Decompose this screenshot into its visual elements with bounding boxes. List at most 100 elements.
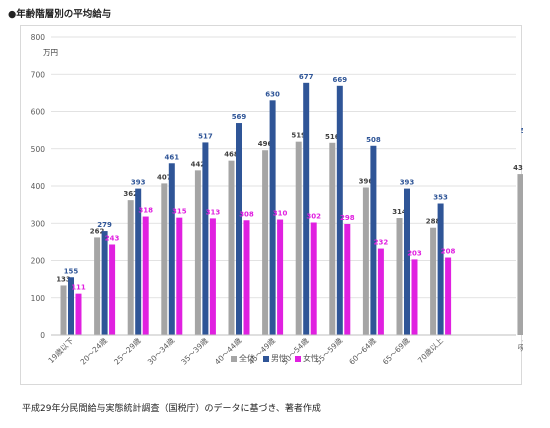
data-label-2-7: 302	[306, 213, 321, 221]
bar-1-5	[236, 123, 242, 335]
data-label-1-12: 532	[521, 127, 523, 135]
data-label-2-10: 203	[407, 249, 422, 257]
bar-0-11	[430, 227, 437, 335]
bar-1-0	[68, 277, 74, 335]
bar-0-2	[127, 200, 134, 335]
data-label-2-11: 208	[441, 248, 456, 256]
data-label-0-8: 516	[325, 133, 340, 141]
bar-1-8	[336, 85, 343, 335]
bar-1-2	[135, 188, 142, 335]
legend-swatch	[295, 355, 301, 362]
y-tick-label: 600	[31, 108, 46, 117]
bar-0-1	[94, 237, 101, 335]
bar-0-6	[262, 150, 269, 335]
data-label-1-11: 353	[433, 194, 448, 202]
page-title: ●年齢階層別の平均給与	[8, 9, 112, 20]
legend-label: 男性	[271, 354, 287, 363]
bar-1-11	[437, 203, 444, 335]
bar-2-3	[176, 217, 183, 335]
data-label-0-6: 496	[258, 140, 273, 148]
legend-item: 男性	[263, 353, 287, 364]
y-unit-label: 万円	[43, 48, 58, 57]
data-label-0-1: 262	[90, 227, 105, 235]
legend-item: 女性	[295, 353, 319, 364]
bar-chart: 0 100 200 300 400 500 600 700 800 万円 133 262 362 407 4…	[31, 33, 523, 367]
y-tick-label: 200	[31, 257, 46, 266]
bar-1-1	[101, 231, 108, 335]
bar-2-7	[310, 222, 317, 335]
bar-0-10	[396, 218, 403, 335]
data-label-0-11: 288	[426, 218, 441, 226]
data-label-0-5: 468	[224, 151, 239, 159]
bar-2-11	[445, 257, 452, 335]
data-label-1-10: 393	[400, 179, 415, 187]
data-label-2-0: 111	[71, 284, 86, 292]
data-label-1-2: 393	[131, 179, 146, 187]
data-label-1-4: 517	[198, 132, 213, 140]
y-tick-label: 0	[40, 331, 45, 340]
data-label-0-9: 396	[359, 177, 374, 185]
y-tick-label: 700	[31, 70, 46, 79]
bar-1-6	[269, 100, 276, 335]
y-tick-label: 800	[31, 33, 46, 42]
data-label-0-7: 519	[291, 132, 306, 140]
bar-2-8	[344, 223, 351, 335]
data-label-0-0: 133	[56, 275, 71, 283]
data-label-2-4: 313	[206, 208, 221, 216]
source-note: 平成29年分民間給与実態統計調査（国税庁）のデータに基づき、著者作成	[22, 404, 321, 414]
legend-item: 全体	[231, 353, 255, 364]
bar-0-3	[161, 183, 168, 335]
bar-2-1	[109, 244, 116, 335]
chart-frame: 0 100 200 300 400 500 600 700 800 万円 133 262 362 407 4…	[20, 25, 523, 385]
bar-0-0	[60, 285, 67, 335]
data-label-0-2: 362	[123, 190, 138, 198]
bar-2-9	[377, 248, 384, 335]
bar-1-9	[370, 145, 377, 335]
bar-2-0	[75, 293, 82, 335]
y-tick-label: 100	[31, 294, 46, 303]
data-label-1-1: 279	[97, 221, 112, 229]
legend-swatch	[263, 355, 269, 362]
data-label-0-4: 442	[191, 160, 206, 168]
bar-2-5	[243, 220, 250, 335]
legend-swatch	[231, 355, 237, 362]
data-label-0-3: 407	[157, 173, 172, 181]
bar-0-7	[295, 141, 302, 335]
data-label-2-5: 308	[239, 210, 254, 218]
y-tick-label: 400	[31, 182, 46, 191]
data-label-1-8: 669	[332, 76, 347, 84]
data-label-1-0: 155	[64, 267, 79, 275]
data-label-1-6: 630	[265, 90, 280, 98]
data-label-2-2: 318	[138, 207, 153, 215]
data-label-1-3: 461	[164, 153, 179, 161]
bar-2-2	[142, 216, 149, 335]
bar-1-10	[404, 188, 410, 335]
y-tick-label: 300	[31, 219, 46, 228]
bar-1-3	[168, 163, 175, 335]
data-label-2-1: 243	[105, 234, 120, 242]
legend-label: 全体	[239, 354, 255, 363]
bar-2-4	[209, 218, 216, 335]
data-label-1-7: 677	[299, 73, 314, 81]
bar-2-6	[277, 219, 284, 335]
x-tick-label: 全体	[515, 335, 523, 353]
data-label-0-10: 314	[392, 208, 407, 216]
bar-0-4	[194, 170, 201, 335]
bar-1-7	[303, 82, 310, 335]
legend-label: 女性	[303, 354, 319, 363]
data-label-2-9: 232	[374, 239, 389, 247]
y-tick-label: 500	[31, 145, 46, 154]
bar-0-5	[228, 160, 235, 335]
legend: 全体 男性 女性	[0, 353, 550, 364]
data-label-2-3: 315	[172, 208, 187, 216]
data-label-2-8: 298	[340, 214, 355, 222]
data-label-1-9: 508	[366, 136, 381, 144]
data-label-0-12: 432	[513, 164, 523, 172]
bar-2-10	[411, 259, 418, 335]
bar-0-8	[329, 142, 336, 335]
data-label-1-5: 569	[232, 113, 247, 121]
bar-1-4	[202, 142, 209, 335]
bar-0-9	[362, 187, 369, 335]
data-label-2-6: 310	[273, 210, 288, 218]
bar-0-12	[517, 174, 523, 335]
